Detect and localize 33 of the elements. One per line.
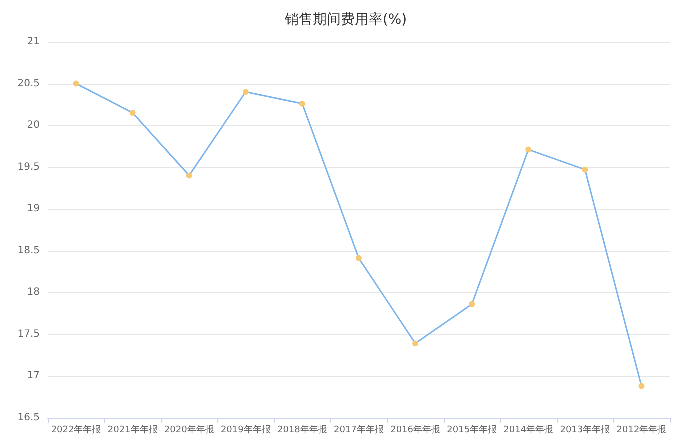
point [412,340,419,347]
y-tick-label: 18 [27,287,40,298]
x-tick-label: 2016年年报 [390,424,440,436]
x-tick-label: 2015年年报 [447,424,498,436]
point [242,89,249,96]
x-tick-label: 2012年年报 [616,424,667,436]
y-tick-label: 19 [27,204,40,215]
x-tick-label: 2020年年报 [164,424,214,436]
chart-title: 销售期间费用率(%) [284,12,408,28]
y-tick-label: 21 [27,36,40,48]
y-tick-label: 19.5 [18,162,40,173]
point [130,110,136,116]
x-tick-label: 2022年年报 [51,424,102,436]
point [638,383,645,390]
x-tick-label: 2014年年报 [504,424,554,436]
y-tick-label: 20 [27,120,40,132]
point [356,255,362,262]
y-tick-label: 17.5 [18,328,40,340]
x-tick-label: 2017年年报 [334,424,384,436]
x-tick-label: 2019年年报 [220,424,271,436]
x-tick-label: 2018年年报 [278,424,328,436]
point [186,172,192,179]
y-tick-label: 16.5 [18,412,40,424]
point [526,146,532,153]
point [582,166,588,173]
y-tick-label: 20.5 [18,78,40,90]
point [299,100,306,107]
y-tick-label: 17 [27,370,40,382]
point [469,301,476,308]
x-tick-label: 2013年年报 [560,424,610,436]
point [73,80,80,87]
y-tick-label: 18.5 [18,245,40,256]
x-tick-label: 2021年年报 [108,424,158,436]
